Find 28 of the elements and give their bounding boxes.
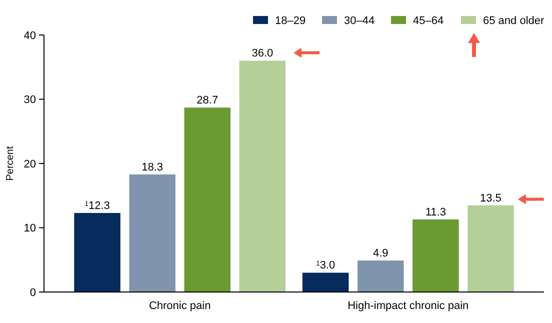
bar [358, 260, 404, 292]
bar [184, 108, 230, 292]
y-tick-label: 40 [24, 30, 36, 42]
data-label: 11.3 [425, 206, 446, 218]
data-label: 36.0 [252, 48, 274, 60]
data-label: $^{1}$12.3 [84, 200, 110, 212]
y-tick-label: 0 [30, 286, 36, 299]
y-axis-title: Percent [5, 146, 16, 181]
y-tick-label: 10 [24, 222, 36, 235]
x-tick-label: High-impact chronic pain [348, 300, 469, 312]
data-label: 13.5 [480, 192, 502, 204]
legend-label: 65 and older [483, 14, 544, 27]
y-tick-label: 30 [24, 94, 36, 106]
legend-label: 45–64 [413, 14, 444, 27]
bar [129, 174, 176, 292]
data-label: $^{1}$3.0 [316, 260, 336, 272]
data-label: 4.9 [372, 248, 388, 260]
bar [302, 272, 349, 292]
data-label: 18.3 [142, 161, 164, 174]
x-tick-label: Chronic pain [148, 300, 211, 312]
bar [412, 219, 459, 292]
y-tick-label: 20 [24, 158, 36, 170]
legend-label: 30–44 [344, 14, 375, 27]
bar [74, 212, 120, 292]
bar [239, 60, 286, 292]
legend-label: 18–29 [275, 14, 306, 27]
bar [468, 205, 514, 292]
data-label: 28.7 [196, 94, 218, 107]
